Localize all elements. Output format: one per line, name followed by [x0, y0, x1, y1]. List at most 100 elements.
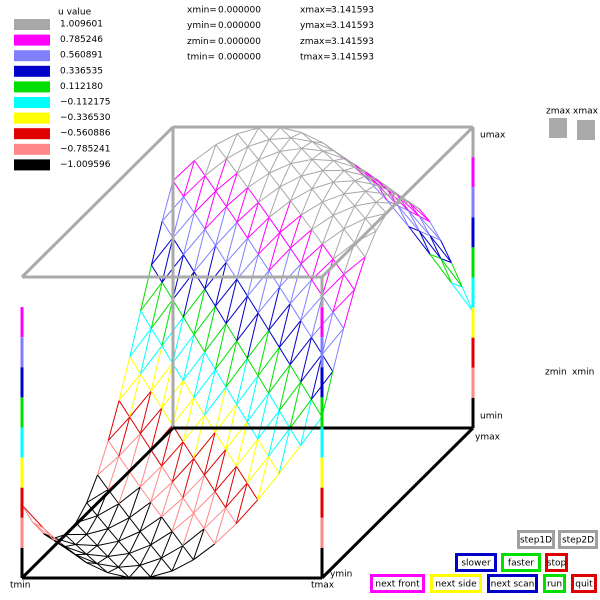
- mesh-edge: [343, 256, 366, 275]
- button-frame[interactable]: [558, 530, 598, 549]
- mesh-edge: [204, 245, 217, 290]
- mesh-edge: [54, 537, 76, 546]
- mesh-edge: [301, 170, 323, 177]
- mesh-edge: [376, 184, 388, 187]
- range-value: 3.141593: [331, 37, 374, 47]
- mesh-edge: [161, 282, 174, 300]
- mesh-edge: [107, 456, 120, 490]
- mesh-edge: [354, 166, 366, 173]
- button[interactable]: run: [543, 574, 566, 593]
- mesh-edge: [171, 481, 184, 499]
- mesh-edge: [118, 373, 141, 401]
- button-label[interactable]: step2D: [562, 536, 594, 546]
- mesh-edge: [193, 415, 205, 459]
- button-label[interactable]: slower: [461, 559, 491, 569]
- button[interactable]: step1D: [517, 530, 555, 549]
- mesh-edge: [300, 381, 312, 400]
- button-label[interactable]: stop: [547, 559, 567, 569]
- button[interactable]: next side: [430, 574, 482, 593]
- range-value: 0.000000: [218, 53, 261, 63]
- mesh-edge: [86, 562, 108, 574]
- mesh-edge: [86, 533, 98, 546]
- mesh-edge: [354, 242, 366, 258]
- button-frame[interactable]: [545, 553, 568, 572]
- button-label[interactable]: step1D: [520, 536, 552, 546]
- button-frame[interactable]: [487, 574, 538, 593]
- legend-label: −0.112175: [60, 98, 110, 108]
- mesh-edge: [279, 286, 291, 304]
- mesh-edge: [107, 416, 131, 441]
- button-label[interactable]: quit: [575, 580, 593, 590]
- mesh-edge: [129, 310, 142, 357]
- button-label[interactable]: run: [547, 580, 562, 590]
- mesh-edge: [193, 474, 205, 514]
- mesh-edge: [440, 258, 463, 288]
- mesh-edge: [289, 364, 302, 383]
- mesh-edge: [321, 328, 344, 355]
- mesh-edge: [332, 274, 345, 313]
- button-label[interactable]: next side: [435, 580, 477, 590]
- button-label[interactable]: next scan: [491, 580, 535, 590]
- button[interactable]: step2D: [558, 530, 598, 549]
- mesh-edge: [290, 163, 302, 177]
- button-label[interactable]: next front: [375, 580, 420, 590]
- box-edge: [320, 426, 475, 580]
- mesh-edge: [269, 163, 291, 174]
- surface-mesh: [21, 127, 474, 579]
- mesh-edge: [311, 170, 324, 190]
- mesh-edge: [64, 544, 76, 548]
- button[interactable]: faster: [501, 553, 541, 572]
- mesh-edge: [118, 553, 130, 568]
- button-frame[interactable]: [430, 574, 482, 593]
- button[interactable]: stop: [545, 553, 568, 572]
- button-frame[interactable]: [517, 530, 555, 549]
- mesh-edge: [182, 513, 195, 546]
- mesh-edge: [247, 127, 260, 147]
- button-frame[interactable]: [455, 553, 497, 572]
- mesh-edge: [183, 228, 206, 256]
- mesh-edge: [247, 270, 270, 297]
- mesh-edge: [161, 237, 174, 283]
- mesh-edge: [322, 170, 334, 183]
- mesh-edge: [129, 373, 141, 418]
- mesh-edge: [182, 334, 195, 381]
- mesh-edge: [268, 303, 291, 331]
- mesh-edge: [226, 158, 238, 174]
- mesh-edge: [193, 458, 205, 476]
- button[interactable]: next front: [370, 574, 425, 593]
- mesh-edge: [150, 449, 163, 467]
- button-frame[interactable]: [501, 553, 541, 572]
- mesh-edge: [97, 540, 119, 547]
- mesh-edge: [247, 202, 259, 239]
- legend-swatch: [14, 65, 50, 77]
- mesh-edge: [193, 190, 217, 214]
- button-frame[interactable]: [543, 574, 566, 593]
- mesh-edge: [97, 455, 120, 476]
- mesh-edge: [289, 381, 302, 429]
- mesh-edge: [129, 544, 151, 554]
- mesh-edge: [440, 240, 452, 263]
- mesh-edge: [96, 528, 109, 546]
- button[interactable]: slower: [455, 553, 497, 572]
- button-frame[interactable]: [571, 574, 597, 593]
- mesh-edge: [386, 200, 410, 227]
- mesh-edge: [301, 132, 324, 144]
- mesh-edge: [225, 323, 238, 342]
- mesh-edge: [300, 279, 313, 321]
- mesh-edge: [408, 201, 431, 223]
- mesh-edge: [129, 390, 152, 418]
- mesh-edge: [194, 160, 206, 176]
- mesh-edge: [268, 364, 291, 394]
- button[interactable]: next scan: [487, 574, 538, 593]
- button-frame[interactable]: [370, 574, 425, 593]
- mesh-edge: [364, 201, 377, 219]
- mesh-edge: [225, 421, 248, 450]
- mesh-edge: [193, 305, 216, 335]
- mesh-edge: [246, 438, 259, 484]
- mesh-edge: [139, 465, 162, 488]
- mesh-edge: [86, 528, 109, 535]
- mesh-edge: [279, 163, 292, 188]
- range-label: tmax=: [300, 53, 331, 63]
- button-label[interactable]: faster: [508, 559, 534, 569]
- button[interactable]: quit: [571, 574, 597, 593]
